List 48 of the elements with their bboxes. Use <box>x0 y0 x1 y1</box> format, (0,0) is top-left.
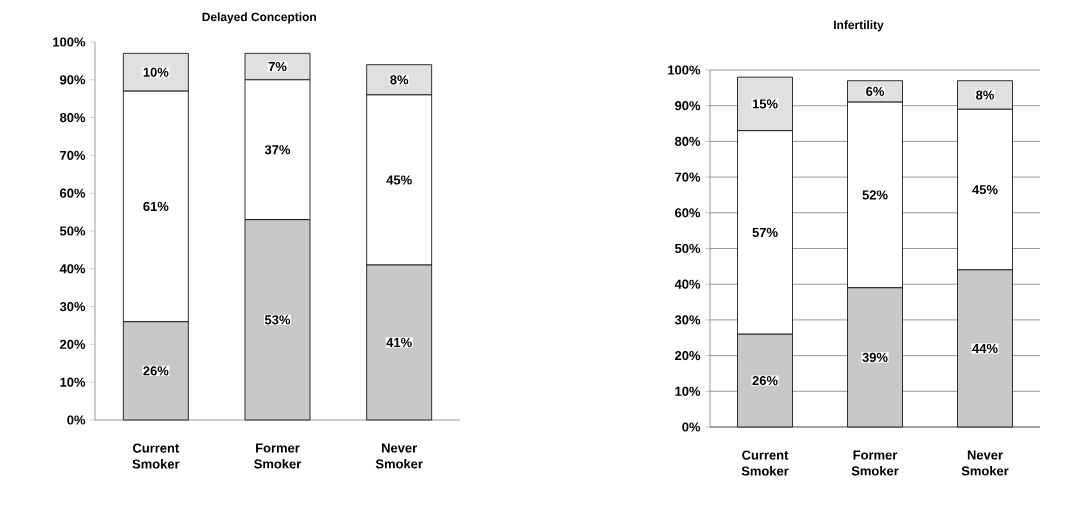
x-tick-label: Current Smoker <box>132 443 180 469</box>
data-label: 39% <box>862 352 888 362</box>
y-tick-label: 10% <box>675 386 701 396</box>
y-tick-label: 70% <box>60 150 86 160</box>
data-label: 7% <box>268 62 287 72</box>
data-label: 45% <box>972 185 998 195</box>
y-tick-label: 70% <box>675 172 701 182</box>
data-label: 8% <box>390 75 409 85</box>
x-tick-label: Current Smoker <box>741 450 789 476</box>
y-tick-label: 60% <box>60 188 86 198</box>
y-tick-label: 0% <box>682 422 701 432</box>
y-tick-label: 80% <box>674 136 701 146</box>
data-label: 15% <box>752 99 778 109</box>
data-label: 57% <box>752 227 778 237</box>
data-label: 6% <box>866 86 885 96</box>
y-tick-label: 40% <box>59 264 86 274</box>
y-tick-label: 80% <box>59 113 86 123</box>
y-tick-label: 90% <box>675 101 701 111</box>
y-tick-label: 20% <box>675 351 701 361</box>
y-tick-label: 40% <box>674 279 701 289</box>
data-label: 8% <box>976 90 995 100</box>
data-label: 26% <box>143 366 169 376</box>
y-tick-label: 100% <box>668 65 701 75</box>
y-tick-label: 30% <box>674 315 701 325</box>
data-label: 53% <box>264 315 291 325</box>
chart-title: Infertility <box>834 20 884 32</box>
data-label: 52% <box>862 190 888 200</box>
x-tick-label: Former Smoker <box>254 443 302 469</box>
y-tick-label: 60% <box>675 208 701 218</box>
data-label: 10% <box>143 67 169 77</box>
data-label: 26% <box>752 376 778 386</box>
data-label: 61% <box>143 201 169 212</box>
x-tick-label: Former Smoker <box>851 450 899 476</box>
y-tick-label: 100% <box>53 37 86 47</box>
y-tick-label: 0% <box>67 415 86 425</box>
data-label: 41% <box>386 337 412 348</box>
y-tick-label: 90% <box>60 75 86 85</box>
y-tick-label: 10% <box>60 377 86 387</box>
data-label: 37% <box>264 145 291 155</box>
x-tick-label: Never Smoker <box>961 450 1009 476</box>
chart-title: Delayed Conception <box>202 12 316 24</box>
x-tick-label: Never Smoker <box>375 443 423 469</box>
data-label: 45% <box>386 175 412 185</box>
y-tick-label: 30% <box>59 302 86 312</box>
y-tick-label: 20% <box>60 339 86 349</box>
data-label: 44% <box>972 343 998 354</box>
y-tick-label: 50% <box>59 226 86 236</box>
y-tick-label: 50% <box>674 243 701 254</box>
